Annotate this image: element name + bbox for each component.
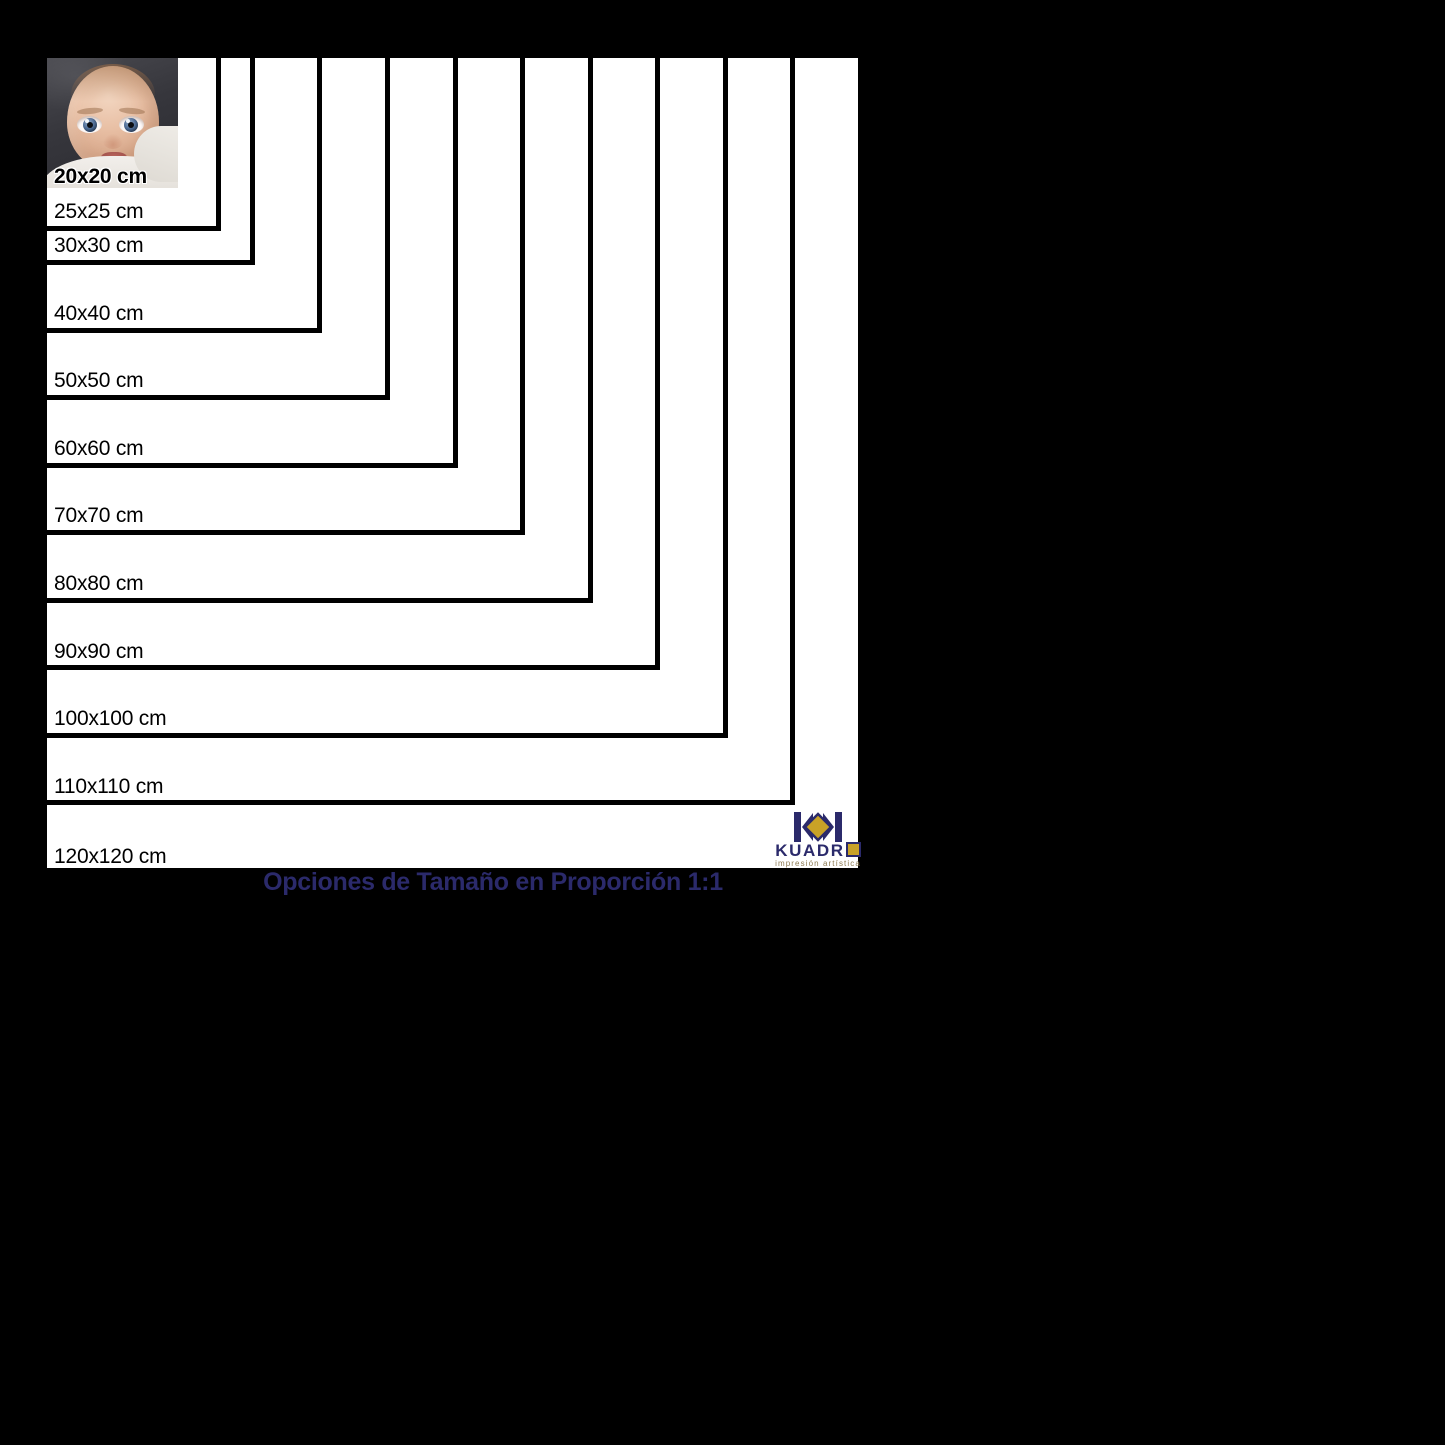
kuadro-wordmark-text: KUADR	[775, 841, 845, 860]
size-label-40x40: 40x40 cm	[54, 302, 144, 325]
size-label-110x110: 110x110 cm	[54, 775, 164, 798]
size-step-20x20-photo[interactable]	[47, 58, 178, 188]
photo-baby-pupil-right	[128, 122, 134, 128]
photo-baby-glint-right	[126, 119, 130, 123]
size-label-60x60: 60x60 cm	[54, 437, 144, 460]
size-label-120x120: 120x120 cm	[54, 845, 167, 868]
kuadro-square-icon	[845, 842, 861, 857]
photo-baby-glint-left	[85, 119, 89, 123]
size-label-80x80: 80x80 cm	[54, 572, 144, 595]
photo-baby-shoulder	[134, 126, 178, 182]
size-label-70x70: 70x70 cm	[54, 504, 144, 527]
size-label-30x30: 30x30 cm	[54, 234, 144, 257]
photo-baby-nose	[103, 134, 123, 149]
size-label-50x50: 50x50 cm	[54, 369, 144, 392]
kuadro-logo[interactable]: KUADR impresión artística	[768, 810, 868, 872]
size-label-100x100: 100x100 cm	[54, 707, 167, 730]
size-label-20x20: 20x20 cm	[54, 165, 147, 188]
size-label-90x90: 90x90 cm	[54, 640, 144, 663]
kuadro-wordmark: KUADR	[768, 842, 868, 859]
photo-baby-pupil-left	[87, 122, 93, 128]
size-chart-canvas: 20x20 cm 25x25 cm 30x30 cm 40x40 cm 50x5…	[47, 58, 861, 896]
size-label-25x25: 25x25 cm	[54, 200, 144, 223]
kuadro-diamond-icon	[768, 810, 868, 844]
chart-title: Opciones de Tamaño en Proporción 1:1	[263, 868, 723, 896]
kuadro-tagline: impresión artística	[775, 859, 861, 868]
photo-baby-hair	[71, 64, 155, 108]
